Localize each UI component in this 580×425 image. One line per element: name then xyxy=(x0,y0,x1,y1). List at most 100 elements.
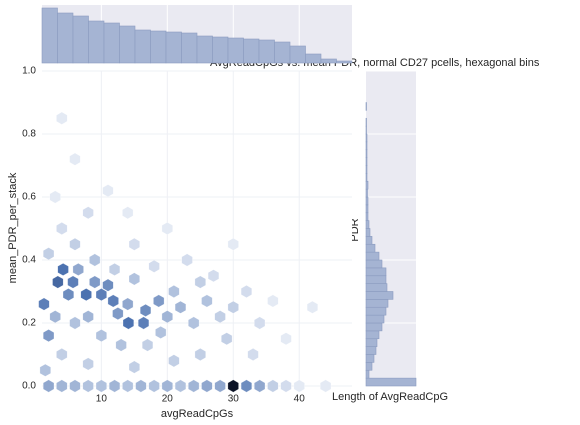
top-hist-bar xyxy=(41,7,58,64)
top-hist-bar xyxy=(258,39,275,64)
right-hist-bar xyxy=(365,275,387,284)
hex-cell xyxy=(69,379,81,393)
hex-cell xyxy=(69,237,81,251)
y-tick-label: 0.0 xyxy=(22,381,36,392)
top-hist-bar xyxy=(305,53,322,64)
right-hist-bar xyxy=(365,125,367,135)
hex-cell xyxy=(49,190,61,204)
hex-cell xyxy=(135,379,147,393)
top-hist-bar xyxy=(181,32,198,64)
hex-cell xyxy=(115,338,127,352)
top-hist-bar xyxy=(119,25,136,64)
top-hist-bar xyxy=(336,60,353,64)
x-tick-label: 30 xyxy=(228,394,240,405)
right-hist-bar xyxy=(365,346,377,355)
top-hist-bar xyxy=(212,36,229,64)
right-hist-bar xyxy=(365,149,368,158)
hex-cell xyxy=(207,269,220,283)
right-hist-bar xyxy=(365,259,383,269)
hex-cell xyxy=(227,300,239,314)
top-hist-bar xyxy=(274,41,291,64)
right-hist-bar xyxy=(365,102,367,111)
y-tick-label: 1.0 xyxy=(22,66,36,77)
hex-cell xyxy=(128,237,140,251)
hex-cell xyxy=(240,285,252,298)
right-hist-bar xyxy=(365,165,368,174)
hex-cell xyxy=(293,379,305,393)
hex-cell xyxy=(95,288,107,301)
right-hist-bar xyxy=(365,220,370,229)
hex-cell xyxy=(214,379,226,393)
hex-cell xyxy=(227,379,239,393)
hex-cell xyxy=(161,379,173,393)
x-tick-label: 40 xyxy=(294,394,306,405)
right-hist-bar xyxy=(365,204,369,214)
hex-cell xyxy=(95,379,107,393)
hex-cell xyxy=(57,263,69,276)
top-hist-bar xyxy=(103,22,120,64)
y-tick-label: 0.2 xyxy=(22,318,36,329)
hex-cell xyxy=(181,253,193,267)
hex-cell xyxy=(306,300,318,314)
top-hist-bar xyxy=(289,45,306,64)
right-hist-bar xyxy=(365,236,373,245)
hex-cell xyxy=(128,272,140,286)
hex-cell xyxy=(142,338,154,352)
right-hist-bar xyxy=(365,322,383,332)
hex-cell xyxy=(161,222,173,235)
hex-cell xyxy=(148,379,160,393)
right-hist-bar xyxy=(365,283,388,292)
hex-cell xyxy=(254,379,266,393)
hex-cell xyxy=(102,184,114,198)
hex-cell xyxy=(102,278,114,292)
right-hist-bar xyxy=(365,354,375,363)
hex-cell xyxy=(168,285,180,298)
x-tick-label: 10 xyxy=(96,394,108,405)
top-hist-bar xyxy=(320,58,337,64)
hex-cell xyxy=(140,304,152,317)
hex-cell xyxy=(72,263,84,276)
hex-cell xyxy=(56,348,68,361)
top-hist-bar xyxy=(196,35,213,64)
hex-cell xyxy=(109,379,121,393)
x-tick-label: 20 xyxy=(162,394,174,405)
right-hist-bar xyxy=(365,369,370,379)
top-hist-bar xyxy=(57,12,74,64)
plot-bg xyxy=(42,71,352,386)
right-hist-bar xyxy=(365,133,368,143)
hex-cell xyxy=(280,332,292,346)
hex-cell xyxy=(221,332,233,346)
right-hist-bar xyxy=(365,188,368,198)
hex-cell xyxy=(56,111,68,125)
hex-cell xyxy=(52,275,64,289)
right-hist-bar xyxy=(365,117,367,127)
right-hist-bar xyxy=(365,157,368,166)
hex-cell xyxy=(188,379,200,393)
hex-cell xyxy=(201,379,213,393)
hex-cell xyxy=(148,259,160,273)
hex-cell xyxy=(240,379,252,393)
hex-cell xyxy=(194,275,206,289)
right-hist-bar xyxy=(365,377,417,387)
hex-cell xyxy=(122,316,134,330)
hex-cell xyxy=(128,360,140,374)
hex-cell xyxy=(155,326,167,339)
hex-cell xyxy=(280,379,292,393)
right-hist-bar xyxy=(365,173,368,182)
right-hist-bar xyxy=(365,180,369,190)
y-axis-label: mean_PDR_per_stack xyxy=(7,172,19,283)
right-hist-bar xyxy=(365,228,371,237)
right-hist-bar xyxy=(365,251,380,261)
y-tick-label: 0.6 xyxy=(22,192,36,203)
hex-cell xyxy=(109,263,121,276)
x-axis-label: avgReadCpGs xyxy=(161,408,234,420)
hex-cell xyxy=(69,152,81,166)
right-hist-bar xyxy=(365,212,369,221)
hex-cell xyxy=(247,348,259,361)
hex-cell xyxy=(201,294,213,308)
hex-cell xyxy=(82,379,94,393)
top-hist-bar xyxy=(243,38,260,64)
hex-cell xyxy=(82,310,94,324)
right-hist-bar xyxy=(365,330,380,340)
